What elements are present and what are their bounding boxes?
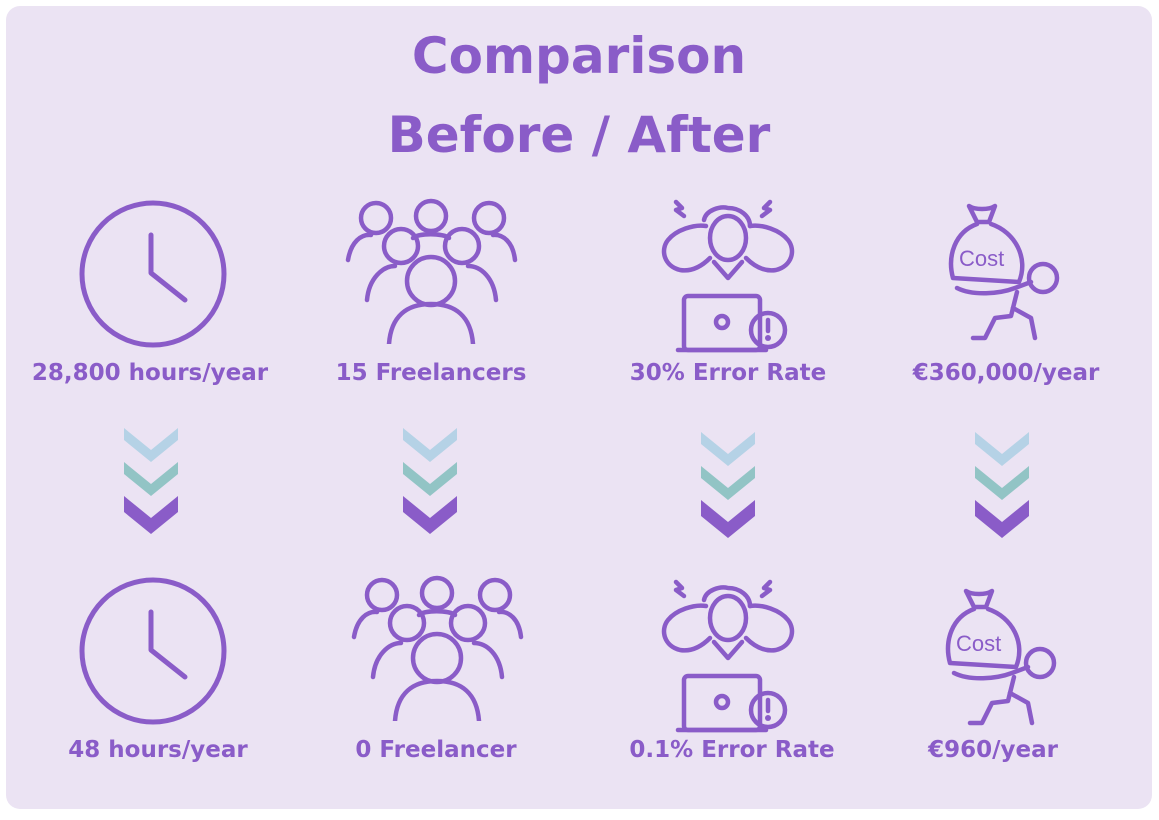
triple-chevron-down-icon — [701, 432, 755, 538]
after-error-rate-label: 0.1% Error Rate — [629, 737, 835, 763]
svg-text:Cost: Cost — [956, 631, 1001, 656]
triple-chevron-down-icon — [124, 428, 178, 534]
after-freelancers-label: 0 Freelancer — [355, 737, 517, 763]
before-error-rate-label: 30% Error Rate — [629, 360, 827, 386]
before-cost-label: €360,000/year — [912, 360, 1100, 386]
triple-chevron-down-icon — [403, 428, 457, 534]
stressed-person-laptop-icon — [661, 199, 795, 353]
title-line-2: Before / After — [387, 106, 771, 164]
people-group-icon — [345, 198, 518, 344]
person-carrying-cost-bag-icon: Cost — [945, 588, 1057, 726]
clock-icon — [79, 577, 227, 725]
before-time-label: 28,800 hours/year — [31, 360, 269, 386]
before-freelancers-label: 15 Freelancers — [335, 360, 527, 386]
person-carrying-cost-bag-icon: Cost — [948, 203, 1060, 341]
comparison-card: Comparison Before / After — [6, 6, 1152, 809]
triple-chevron-down-icon — [975, 432, 1029, 538]
people-group-icon — [351, 575, 524, 721]
clock-icon — [79, 200, 227, 348]
after-time-label: 48 hours/year — [68, 737, 248, 763]
title-line-1: Comparison — [411, 27, 747, 85]
svg-text:Cost: Cost — [959, 246, 1004, 271]
after-cost-label: €960/year — [928, 737, 1058, 763]
stressed-person-laptop-icon — [661, 579, 795, 733]
